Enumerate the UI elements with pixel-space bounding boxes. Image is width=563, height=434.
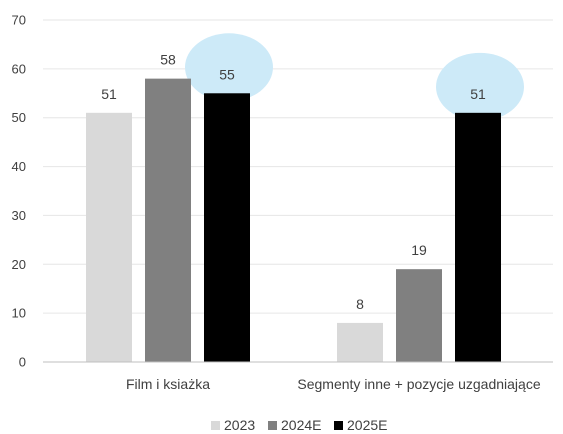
legend-label: 2025E — [347, 417, 387, 433]
data-label: 8 — [356, 296, 364, 312]
legend-label: 2023 — [224, 417, 255, 433]
legend-swatch-2023 — [211, 421, 220, 430]
y-tick-label: 60 — [12, 61, 26, 76]
y-tick-label: 50 — [12, 110, 26, 125]
data-label: 19 — [411, 242, 427, 258]
legend: 2023 2024E 2025E — [211, 417, 387, 433]
bar-2024e — [396, 269, 442, 362]
y-tick-label: 0 — [19, 355, 26, 370]
data-label: 51 — [470, 86, 486, 102]
y-tick-label: 40 — [12, 159, 26, 174]
highlight-ellipse — [436, 52, 524, 121]
y-tick-label: 20 — [12, 257, 26, 272]
data-labels: 51 58 55 8 19 51 — [101, 52, 486, 312]
bar-2025e — [204, 93, 250, 363]
bar-2023 — [86, 112, 132, 362]
bar-2024e — [145, 78, 191, 362]
data-label: 51 — [101, 86, 117, 102]
x-category-label: Segmenty inne + pozycje uzgadniające — [297, 376, 540, 392]
y-tick-label: 10 — [12, 306, 26, 321]
bars — [86, 78, 501, 363]
x-category-label: Film i ksiażka — [126, 376, 210, 392]
data-label: 58 — [160, 52, 176, 68]
highlight-ellipse — [185, 33, 273, 102]
data-label: 55 — [219, 66, 235, 82]
legend-swatch-2025e — [334, 421, 343, 430]
x-axis-categories: Film i ksiażka Segmenty inne + pozycje uz… — [126, 376, 541, 392]
bar-2025e — [455, 112, 501, 362]
bar-2023 — [337, 322, 383, 362]
legend-swatch-2024e — [268, 421, 277, 430]
legend-label: 2024E — [281, 417, 321, 433]
highlight-ellipses — [185, 33, 524, 121]
y-tick-label: 30 — [12, 208, 26, 223]
y-tick-label: 70 — [12, 13, 26, 28]
y-axis-ticks: 0 10 20 30 40 50 60 70 — [12, 13, 26, 370]
